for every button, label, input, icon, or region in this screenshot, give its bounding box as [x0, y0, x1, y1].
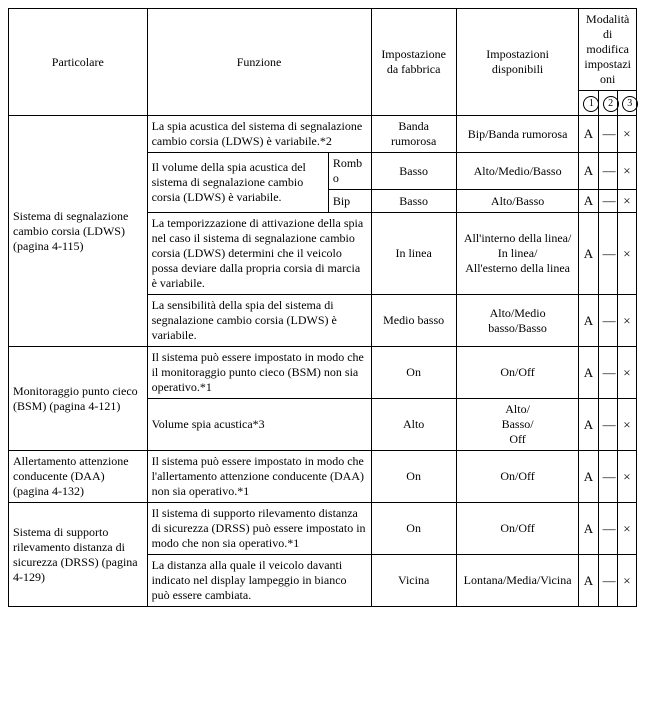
header-mod-1: 1: [579, 91, 598, 116]
cell-mod-1: A: [579, 347, 598, 399]
cell-mod-1: A: [579, 213, 598, 295]
cell-mod-2: —: [598, 451, 617, 503]
header-funzione: Funzione: [147, 9, 371, 116]
cell-fabbrica: In linea: [371, 213, 456, 295]
cell-funzione: Il sistema può essere impostato in modo …: [147, 451, 371, 503]
table-header: Particolare Funzione Impostazione da fab…: [9, 9, 637, 116]
cell-mod-2: —: [598, 399, 617, 451]
cell-mod-3: ×: [617, 153, 636, 190]
cell-particolare: Allertamento attenzione conducente (DAA)…: [9, 451, 148, 503]
table-row: Sistema di segnalazione cambio corsia (L…: [9, 116, 637, 153]
cell-particolare: Sistema di segnalazione cambio corsia (L…: [9, 116, 148, 347]
cell-disponibili: Alto/Medio basso/Basso: [456, 295, 579, 347]
cell-funzione: La temporizzazione di attivazione della …: [147, 213, 371, 295]
cell-mod-2: —: [598, 295, 617, 347]
cell-disponibili: Alto/Medio/Basso: [456, 153, 579, 190]
table-body: Sistema di segnalazione cambio corsia (L…: [9, 116, 637, 607]
header-mod-2: 2: [598, 91, 617, 116]
cell-disponibili: On/Off: [456, 451, 579, 503]
cell-fabbrica: On: [371, 347, 456, 399]
cell-mod-2: —: [598, 503, 617, 555]
cell-mod-3: ×: [617, 451, 636, 503]
cell-funzione: La distanza alla quale il veicolo davant…: [147, 555, 371, 607]
cell-fabbrica: Vicina: [371, 555, 456, 607]
cell-mod-1: A: [579, 295, 598, 347]
cell-fabbrica: On: [371, 451, 456, 503]
table-row: Allertamento attenzione conducente (DAA)…: [9, 451, 637, 503]
cell-fabbrica: Medio basso: [371, 295, 456, 347]
cell-funzione: Il sistema di supporto rilevamento dista…: [147, 503, 371, 555]
cell-disponibili: All'interno della linea/ In linea/ All'e…: [456, 213, 579, 295]
cell-mod-2: —: [598, 213, 617, 295]
cell-mod-3: ×: [617, 503, 636, 555]
header-disponibili: Impostazioni disponibili: [456, 9, 579, 116]
cell-fabbrica: Basso: [371, 190, 456, 213]
cell-funzione: La spia acustica del sistema di segnalaz…: [147, 116, 371, 153]
cell-mod-3: ×: [617, 347, 636, 399]
cell-disponibili: On/Off: [456, 503, 579, 555]
cell-fabbrica: On: [371, 503, 456, 555]
cell-mod-2: —: [598, 153, 617, 190]
cell-sub: Rombo: [328, 153, 371, 190]
cell-mod-2: —: [598, 555, 617, 607]
cell-funzione: Il volume della spia acustica del sistem…: [147, 153, 328, 213]
cell-particolare: Monitoraggio punto cieco (BSM) (pagina 4…: [9, 347, 148, 451]
cell-mod-3: ×: [617, 295, 636, 347]
cell-fabbrica: Banda rumorosa: [371, 116, 456, 153]
cell-funzione: Il sistema può essere impostato in modo …: [147, 347, 371, 399]
cell-mod-2: —: [598, 347, 617, 399]
cell-mod-1: A: [579, 190, 598, 213]
cell-mod-1: A: [579, 503, 598, 555]
cell-disponibili: Bip/Banda rumorosa: [456, 116, 579, 153]
header-fabbrica: Impostazione da fabbrica: [371, 9, 456, 116]
header-mod-3: 3: [617, 91, 636, 116]
settings-table: Particolare Funzione Impostazione da fab…: [8, 8, 637, 607]
cell-disponibili: Alto/ Basso/ Off: [456, 399, 579, 451]
cell-funzione: La sensibilità della spia del sistema di…: [147, 295, 371, 347]
cell-mod-1: A: [579, 451, 598, 503]
cell-mod-2: —: [598, 190, 617, 213]
cell-disponibili: On/Off: [456, 347, 579, 399]
cell-particolare: Sistema di supporto rilevamento distanza…: [9, 503, 148, 607]
cell-mod-1: A: [579, 555, 598, 607]
cell-mod-3: ×: [617, 116, 636, 153]
cell-mod-3: ×: [617, 555, 636, 607]
cell-mod-3: ×: [617, 399, 636, 451]
cell-mod-1: A: [579, 399, 598, 451]
table-row: Monitoraggio punto cieco (BSM) (pagina 4…: [9, 347, 637, 399]
cell-mod-2: —: [598, 116, 617, 153]
header-modalita: Modalità di modifica impostazioni: [579, 9, 637, 91]
cell-funzione: Volume spia acustica*3: [147, 399, 371, 451]
cell-disponibili: Alto/Basso: [456, 190, 579, 213]
cell-mod-3: ×: [617, 213, 636, 295]
cell-fabbrica: Alto: [371, 399, 456, 451]
cell-sub: Bip: [328, 190, 371, 213]
cell-mod-1: A: [579, 116, 598, 153]
cell-mod-3: ×: [617, 190, 636, 213]
cell-fabbrica: Basso: [371, 153, 456, 190]
cell-mod-1: A: [579, 153, 598, 190]
header-particolare: Particolare: [9, 9, 148, 116]
cell-disponibili: Lontana/Media/Vicina: [456, 555, 579, 607]
table-row: Sistema di supporto rilevamento distanza…: [9, 503, 637, 555]
